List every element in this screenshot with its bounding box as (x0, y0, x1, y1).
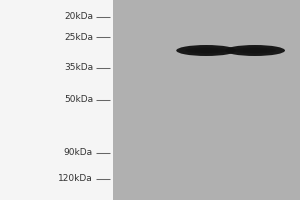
Ellipse shape (176, 45, 236, 56)
Ellipse shape (243, 49, 267, 52)
Text: 90kDa: 90kDa (64, 148, 93, 157)
Text: 20kDa: 20kDa (64, 12, 93, 21)
Text: 25kDa: 25kDa (64, 33, 93, 42)
Text: 50kDa: 50kDa (64, 95, 93, 104)
Ellipse shape (234, 47, 276, 54)
Text: 35kDa: 35kDa (64, 63, 93, 72)
Ellipse shape (225, 45, 285, 56)
Ellipse shape (194, 49, 218, 52)
Text: 120kDa: 120kDa (58, 174, 93, 183)
Ellipse shape (185, 47, 227, 54)
Bar (112, 0, 300, 200)
